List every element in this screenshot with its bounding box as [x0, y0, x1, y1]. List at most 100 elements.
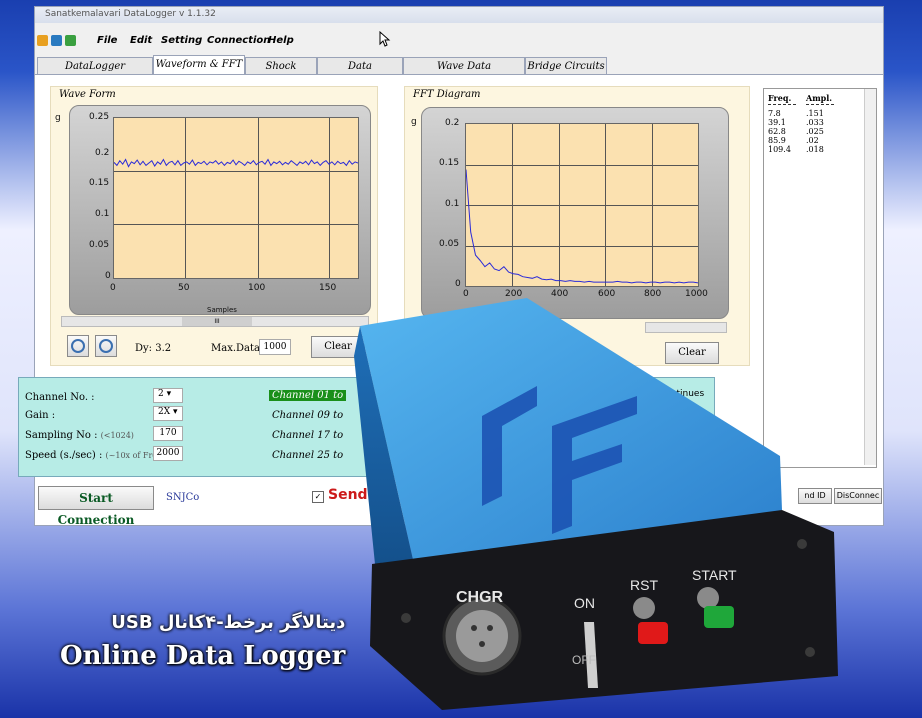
channel-group-3[interactable]: Channel 17 to [272, 430, 344, 441]
promo-text: دیتالاگر برخط-۴کانال USB Online Data Log… [40, 612, 345, 671]
waveform-ytick: 0.15 [89, 178, 110, 188]
channel-group-2[interactable]: Channel 09 to [272, 410, 344, 421]
export-icon[interactable] [65, 35, 76, 46]
menu-edit[interactable]: Edit [130, 35, 153, 46]
channel-group-4[interactable]: Channel 25 to [272, 450, 344, 461]
fft-xtick: 0 [463, 289, 469, 299]
menu-file[interactable]: File [97, 35, 118, 46]
fft-peaks-list[interactable]: Freq. Ampl. 7.8 .151 39.1 .033 62.8 .025… [763, 88, 877, 468]
fft-ytick: 0.15 [439, 158, 460, 168]
scrollbar-thumb[interactable]: III [182, 317, 252, 326]
tab-waveform-fft[interactable]: Waveform & FFT [153, 55, 245, 74]
fft-series [466, 169, 698, 284]
send-id-button[interactable]: nd ID [798, 488, 832, 504]
waveform-ytick: 0.05 [89, 240, 110, 250]
menu-help[interactable]: Help [268, 35, 294, 46]
chevron-down-icon: ▾ [173, 407, 178, 417]
magnifier-icon [99, 339, 113, 353]
channel-group-1[interactable]: Channel 01 to [269, 390, 347, 401]
maxdata-label: Max.Data [211, 343, 260, 354]
tab-strip: DataLogger Monitoring Waveform & FFT Sho… [35, 55, 883, 89]
waveform-series [114, 158, 358, 168]
on-label: ON [574, 595, 595, 611]
persian-caption: دیتالاگر برخط-۴کانال USB [111, 612, 346, 633]
list-item: 7.8 [768, 109, 781, 118]
device-logo-left-icon [482, 386, 537, 506]
title-bar: Sanatkemalavari DataLogger v 1.1.32 [35, 7, 883, 23]
speed-input[interactable]: 2000 [153, 446, 183, 461]
chevron-down-icon: ▾ [166, 389, 172, 399]
fft-clear-button[interactable]: Clear [665, 342, 719, 364]
channel-select[interactable]: 2 ▾ [153, 388, 183, 403]
fft-xtick: 400 [551, 289, 569, 299]
tab-wave-data-manipulation[interactable]: Wave Data Manipulation [403, 57, 525, 89]
menu-connection[interactable]: Connection [207, 35, 271, 46]
fft-xtick: 200 [505, 289, 523, 299]
device-side [354, 326, 414, 584]
rst-label: RST [630, 577, 658, 593]
english-caption: Online Data Logger [60, 641, 346, 671]
fft-title: FFT Diagram [413, 89, 481, 100]
list-item: .151 [806, 109, 824, 118]
waveform-xtick: 0 [110, 283, 116, 293]
tab-shock-logger[interactable]: Shock Logger [245, 57, 317, 89]
list-item: .033 [806, 118, 824, 127]
rst-button[interactable] [638, 622, 668, 644]
waveform-y-unit: g [55, 113, 61, 123]
channel-label: Channel No. : [25, 392, 95, 403]
waveform-ytick: 0.25 [89, 112, 110, 122]
start-connection-button[interactable]: Start Connection [38, 486, 154, 527]
menu-bar: File Edit Setting Connection Help [35, 33, 883, 51]
waveform-xtick: 50 [178, 283, 190, 293]
magnifier-icon [71, 339, 85, 353]
send-checkbox[interactable]: ✓ [312, 491, 324, 503]
device-photo: CHGR ON OFF RST START [354, 298, 838, 710]
disconnect-button[interactable]: DisConnec [834, 488, 882, 504]
sampling-label: Sampling No : (<1024) [25, 430, 134, 441]
waveform-plot-area [113, 117, 359, 279]
list-scrollbar[interactable] [864, 89, 876, 465]
start-button[interactable] [704, 606, 734, 628]
off-label: OFF [572, 653, 596, 667]
gain-select[interactable]: 2X ▾ [153, 406, 183, 421]
start-button-base [697, 587, 719, 609]
fft-ytick: 0.1 [445, 199, 460, 209]
waveform-ytick: 0.1 [95, 209, 110, 219]
list-item: 39.1 [768, 118, 786, 127]
waveform-scrollbar[interactable]: III [61, 316, 369, 327]
gain-label: Gain : [25, 410, 56, 421]
fft-panel: FFT Diagram g 0.2 0.15 0.1 0.05 0 0 200 … [404, 86, 750, 366]
waveform-panel: Wave Form g 0.25 0.2 0.15 0.1 0.05 0 0 5… [50, 86, 378, 366]
open-icon[interactable] [37, 35, 48, 46]
rst-button-base [633, 597, 655, 619]
zoom-in-button[interactable] [95, 335, 117, 357]
save-icon[interactable] [51, 35, 62, 46]
list-item: 109.4 [768, 145, 791, 154]
waveform-xtick: 150 [319, 283, 337, 293]
ampl-header: Ampl. [806, 93, 833, 103]
waveform-x-label: Samples [207, 306, 237, 314]
list-item: .018 [806, 145, 824, 154]
fft-scrollbar[interactable] [645, 322, 727, 333]
chgr-connector-inner [456, 610, 508, 662]
fft-ytick: 0.05 [439, 239, 460, 249]
fft-xtick: 800 [644, 289, 662, 299]
waveform-title: Wave Form [59, 89, 116, 100]
menu-setting[interactable]: Setting [161, 35, 203, 46]
maxdata-input[interactable]: 1000 [259, 339, 291, 355]
fft-xtick: 600 [598, 289, 616, 299]
continues-checkbox[interactable]: Continues [659, 389, 705, 399]
power-toggle-switch[interactable] [584, 622, 598, 688]
tab-bridge-circuits[interactable]: Bridge Circuits [525, 57, 607, 74]
start-label: START [692, 567, 737, 583]
tab-datalogger-monitoring[interactable]: DataLogger Monitoring [37, 57, 153, 89]
waveform-ytick: 0 [105, 271, 111, 281]
fft-xtick: 1000 [685, 289, 708, 299]
company-label: SNJCo [166, 492, 200, 503]
fft-ytick: 0 [455, 279, 461, 289]
list-item: 85.9 [768, 136, 786, 145]
tab-data-manipulation[interactable]: Data Manipulation [317, 57, 403, 89]
zoom-out-button[interactable] [67, 335, 89, 357]
waveform-xtick: 100 [248, 283, 266, 293]
sampling-input[interactable]: 170 [153, 426, 183, 441]
